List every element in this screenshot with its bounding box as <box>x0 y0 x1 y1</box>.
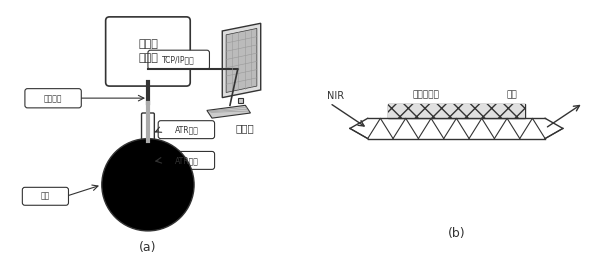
Text: ATR晶体: ATR晶体 <box>174 156 198 165</box>
Text: 样品: 样品 <box>507 90 518 99</box>
Text: 近红外
分析仪: 近红外 分析仪 <box>138 40 158 64</box>
Text: 原油: 原油 <box>41 192 50 201</box>
FancyBboxPatch shape <box>141 113 154 144</box>
FancyBboxPatch shape <box>25 89 81 108</box>
Bar <box>388 104 525 118</box>
Text: (a): (a) <box>139 241 157 254</box>
Polygon shape <box>222 23 261 98</box>
FancyBboxPatch shape <box>22 187 68 205</box>
Text: ATR探头: ATR探头 <box>174 125 198 134</box>
Bar <box>388 104 525 118</box>
FancyBboxPatch shape <box>158 151 214 169</box>
Text: 传输光纤: 传输光纤 <box>44 94 62 103</box>
FancyBboxPatch shape <box>158 121 214 139</box>
Polygon shape <box>350 118 563 139</box>
Polygon shape <box>237 98 243 103</box>
Text: 全反射晶体: 全反射晶体 <box>412 90 439 99</box>
Text: TCP/IP网线: TCP/IP网线 <box>163 56 195 64</box>
FancyBboxPatch shape <box>148 50 210 69</box>
Circle shape <box>102 139 194 231</box>
Text: 工作站: 工作站 <box>236 123 254 134</box>
FancyBboxPatch shape <box>105 17 190 86</box>
Ellipse shape <box>144 141 152 146</box>
Polygon shape <box>207 105 250 118</box>
Polygon shape <box>226 28 257 92</box>
Text: NIR: NIR <box>327 91 345 101</box>
Text: (b): (b) <box>448 227 465 240</box>
